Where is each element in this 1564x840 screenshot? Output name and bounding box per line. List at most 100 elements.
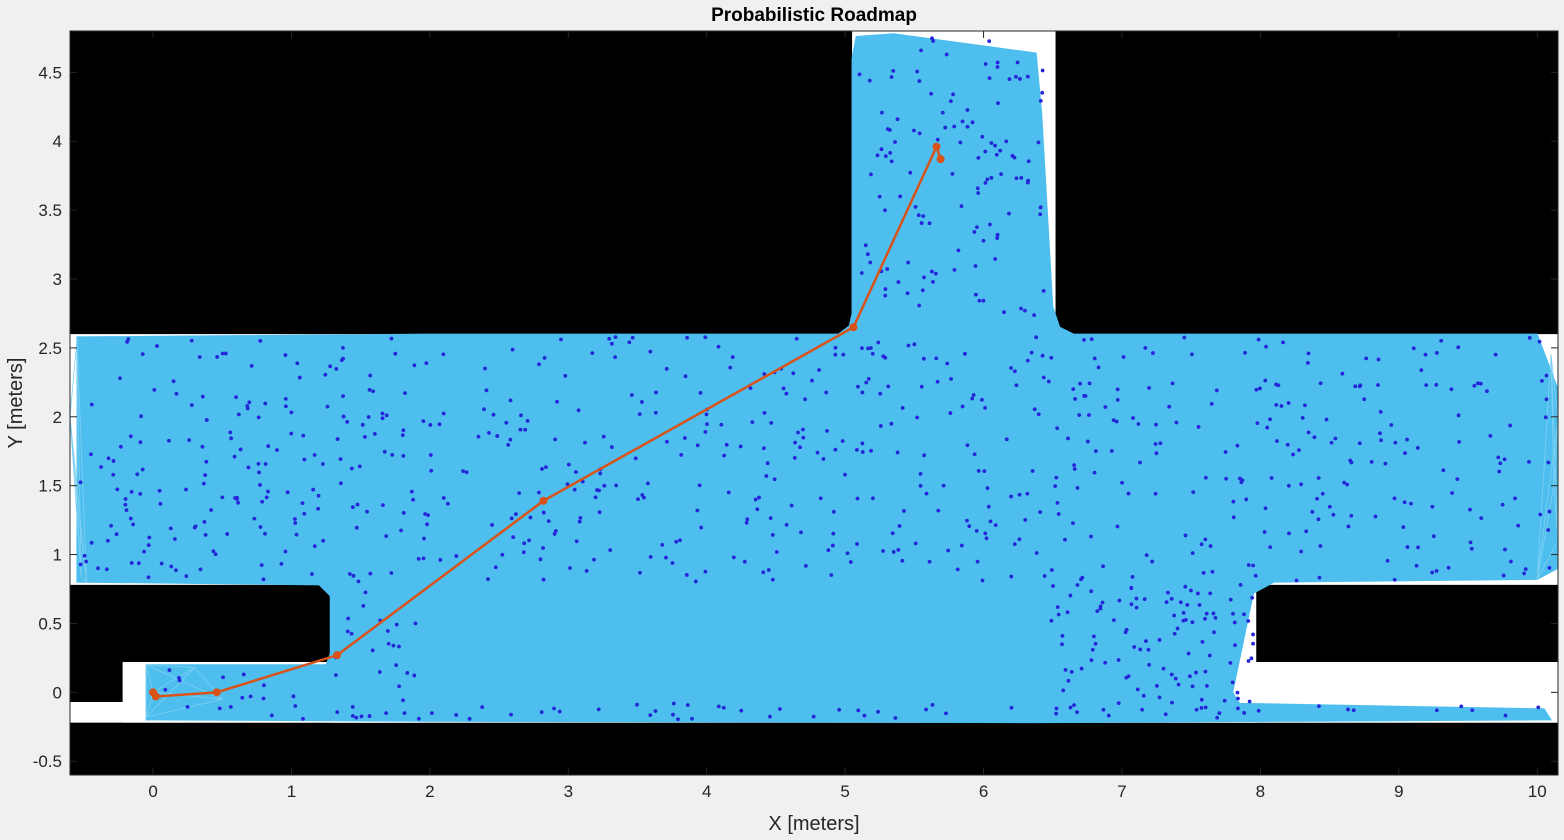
roadmap-node (719, 422, 724, 427)
x-tick-label: 4 (702, 782, 711, 801)
roadmap-node (1183, 533, 1188, 538)
roadmap-node (889, 159, 894, 164)
roadmap-node (1210, 569, 1215, 574)
roadmap-edge (1553, 485, 1559, 541)
roadmap-node (996, 101, 1000, 106)
roadmap-node (857, 72, 862, 77)
roadmap-node (401, 511, 406, 515)
roadmap-node (993, 143, 997, 148)
roadmap-node (738, 444, 743, 449)
roadmap-node (1092, 470, 1097, 475)
roadmap-node (983, 180, 988, 185)
roadmap-node (896, 548, 901, 552)
roadmap-node (889, 75, 894, 79)
roadmap-node (1502, 457, 1507, 462)
roadmap-node (1004, 139, 1009, 144)
roadmap-node (994, 152, 999, 157)
roadmap-node (174, 391, 179, 396)
roadmap-node (1527, 335, 1532, 340)
roadmap-node (972, 230, 977, 234)
roadmap-node (1312, 435, 1317, 440)
roadmap-node (1516, 523, 1521, 528)
roadmap-node (291, 694, 296, 699)
roadmap-edge (1553, 419, 1559, 486)
roadmap-edge (69, 416, 82, 577)
roadmap-node (146, 575, 151, 580)
roadmap-node (354, 715, 359, 720)
roadmap-node (1167, 404, 1172, 409)
roadmap-node (1411, 346, 1416, 351)
roadmap-node (568, 566, 572, 570)
roadmap-node (993, 257, 998, 261)
roadmap-node (946, 548, 951, 553)
roadmap-node (784, 391, 789, 396)
roadmap-edge (1536, 419, 1559, 580)
roadmap-node (1130, 575, 1135, 579)
roadmap-node (192, 525, 197, 530)
roadmap-node (1409, 501, 1413, 506)
roadmap-node (1029, 350, 1034, 355)
roadmap-node (880, 110, 884, 115)
roadmap-node (1329, 440, 1334, 445)
roadmap-node (1072, 703, 1076, 708)
roadmap-node (595, 488, 599, 492)
plot-area[interactable] (69, 30, 1559, 776)
roadmap-node (945, 361, 950, 366)
roadmap-node (1075, 710, 1079, 715)
roadmap-node (104, 567, 109, 572)
roadmap-node (1233, 643, 1237, 648)
roadmap-node (848, 560, 853, 564)
roadmap-node (1228, 597, 1233, 602)
roadmap-node (316, 493, 321, 498)
roadmap-node (345, 629, 350, 634)
roadmap-node (576, 408, 581, 413)
roadmap-node (762, 411, 767, 415)
roadmap-node (1010, 153, 1015, 158)
roadmap-node (223, 351, 228, 356)
roadmap-node (177, 678, 182, 683)
roadmap-node (1235, 443, 1240, 448)
roadmap-node (480, 705, 485, 710)
roadmap-node (1200, 639, 1205, 644)
roadmap-node (240, 695, 245, 700)
roadmap-node (384, 711, 389, 716)
roadmap-node (168, 526, 173, 531)
roadmap-node (912, 128, 916, 133)
roadmap-node (716, 704, 721, 709)
roadmap-node (897, 524, 902, 528)
roadmap-node (283, 353, 288, 357)
roadmap-node (1251, 563, 1256, 568)
roadmap-node (220, 351, 225, 356)
roadmap-node (1455, 477, 1460, 482)
roadmap-node (519, 413, 523, 418)
roadmap-node (426, 513, 430, 518)
roadmap-node (325, 404, 330, 409)
roadmap-node (922, 453, 927, 458)
x-tick-label: 7 (1117, 782, 1126, 801)
roadmap-node (1310, 510, 1315, 514)
roadmap-node (640, 493, 645, 497)
roadmap-node (1320, 491, 1325, 496)
roadmap-node (936, 508, 941, 513)
roadmap-node (602, 483, 607, 488)
roadmap-node (402, 711, 407, 715)
roadmap-node (1414, 563, 1419, 568)
roadmap-node (203, 533, 208, 537)
roadmap-node (683, 374, 688, 379)
roadmap-node (898, 194, 903, 199)
roadmap-node (1488, 433, 1493, 438)
roadmap-node (919, 384, 924, 389)
roadmap-node (1083, 394, 1088, 398)
roadmap-node (1478, 381, 1483, 386)
roadmap-node (510, 347, 515, 352)
roadmap-node (1299, 482, 1303, 487)
roadmap-node (917, 79, 922, 83)
roadmap-node (821, 457, 826, 461)
roadmap-node (590, 351, 595, 356)
roadmap-node (106, 538, 110, 543)
roadmap-node (1144, 553, 1149, 558)
roadmap-node (390, 452, 395, 457)
path-line (152, 143, 942, 698)
roadmap-node (1496, 455, 1501, 460)
roadmap-node (209, 508, 214, 512)
